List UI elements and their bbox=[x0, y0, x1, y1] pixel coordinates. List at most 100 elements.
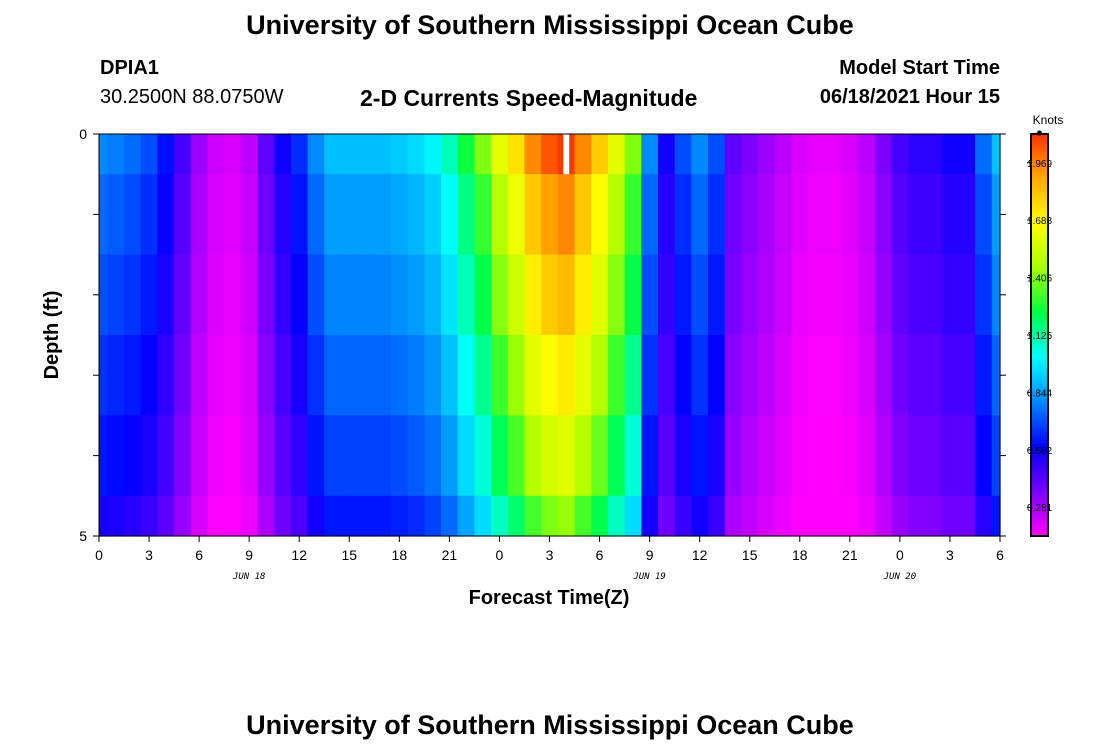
heatmap-cells bbox=[99, 134, 1001, 537]
heatmap-cell bbox=[140, 415, 158, 497]
colorbar-tick-label: 0.562 bbox=[1027, 446, 1052, 457]
heatmap-cell bbox=[974, 335, 993, 416]
heatmap-cell bbox=[174, 335, 192, 416]
heatmap-cell bbox=[274, 415, 292, 497]
heatmap-cell bbox=[390, 254, 409, 336]
heatmap-cell bbox=[591, 134, 609, 175]
heatmap-cell bbox=[991, 495, 1001, 537]
heatmap-cell bbox=[974, 174, 993, 256]
heatmap-cell bbox=[190, 254, 209, 336]
heatmap-cell bbox=[457, 335, 476, 416]
heatmap-cell bbox=[824, 254, 843, 336]
heatmap-cell bbox=[741, 134, 759, 175]
heatmap-cell bbox=[290, 335, 309, 416]
heatmap-cell bbox=[99, 335, 108, 416]
heatmap-cell bbox=[257, 335, 275, 416]
x-tick-label: 6 bbox=[996, 547, 1004, 563]
heatmap-cell bbox=[324, 174, 342, 256]
heatmap-cell bbox=[774, 174, 793, 256]
heatmap-cell bbox=[774, 134, 793, 175]
chart-axes: 0 3 6 9 12 15 18 21 0 3 6 9 12 15 18 21 0 3 6 JUN 18 JUN 19 J… bbox=[79, 126, 1006, 582]
heatmap-cell bbox=[374, 174, 392, 256]
heatmap-cell bbox=[824, 134, 843, 175]
heatmap-cell bbox=[374, 495, 392, 537]
heatmap-cell bbox=[674, 134, 692, 175]
heatmap-cell bbox=[758, 254, 776, 336]
heatmap-cell bbox=[991, 335, 1001, 416]
heatmap-cell bbox=[407, 335, 425, 416]
heatmap-cell bbox=[124, 415, 142, 497]
heatmap-cell bbox=[524, 495, 542, 537]
heatmap-cell bbox=[958, 174, 976, 256]
heatmap-cell bbox=[624, 335, 642, 416]
heatmap-cell bbox=[357, 174, 375, 256]
heatmap-cell bbox=[841, 254, 859, 336]
heatmap-cell bbox=[958, 335, 976, 416]
heatmap-cell bbox=[758, 335, 776, 416]
x-tick-label: 15 bbox=[341, 547, 357, 563]
heatmap-cell bbox=[491, 134, 509, 175]
x-tick-label: 6 bbox=[596, 547, 604, 563]
heatmap-cell bbox=[507, 495, 526, 537]
heatmap-cell bbox=[174, 134, 192, 175]
heatmap-cell bbox=[758, 134, 776, 175]
page-title-bottom: University of Southern Mississippi Ocean… bbox=[246, 710, 854, 740]
x-tick-label: 3 bbox=[145, 547, 153, 563]
heatmap-cell bbox=[908, 495, 926, 537]
heatmap-cell bbox=[224, 254, 242, 336]
heatmap-cell bbox=[407, 174, 425, 256]
heatmap-cell bbox=[941, 174, 959, 256]
heatmap-cell bbox=[724, 254, 742, 336]
heatmap-cell bbox=[641, 254, 659, 336]
heatmap-cell bbox=[607, 335, 626, 416]
heatmap-cell bbox=[557, 415, 576, 497]
heatmap-cell bbox=[741, 415, 759, 497]
x-tick-label: 0 bbox=[95, 547, 103, 563]
x-tick-label: 9 bbox=[245, 547, 253, 563]
heatmap-cell bbox=[340, 254, 359, 336]
heatmap-cell bbox=[841, 335, 859, 416]
heatmap-cell bbox=[190, 174, 209, 256]
heatmap-cell bbox=[808, 415, 826, 497]
heatmap-cell bbox=[924, 415, 943, 497]
heatmap-cell bbox=[657, 134, 676, 175]
heatmap-cell bbox=[324, 335, 342, 416]
heatmap-cell bbox=[374, 254, 392, 336]
heatmap-cell bbox=[107, 415, 125, 497]
heatmap-cell bbox=[99, 495, 108, 537]
heatmap-cell bbox=[274, 134, 292, 175]
heatmap-cell bbox=[207, 254, 225, 336]
heatmap-cell bbox=[224, 495, 242, 537]
heatmap-cell bbox=[407, 254, 425, 336]
heatmap-cell bbox=[324, 495, 342, 537]
heatmap-cell bbox=[157, 495, 175, 537]
heatmap-cell bbox=[724, 495, 742, 537]
heatmap-cell bbox=[724, 174, 742, 256]
heatmap-cell bbox=[524, 254, 542, 336]
heatmap-cell bbox=[691, 134, 709, 175]
heatmap-cell bbox=[524, 415, 542, 497]
heatmap-cell bbox=[324, 415, 342, 497]
heatmap-cell bbox=[474, 415, 492, 497]
heatmap-cell bbox=[941, 134, 959, 175]
heatmap-cell bbox=[891, 415, 909, 497]
heatmap-cell bbox=[390, 415, 409, 497]
heatmap-cell bbox=[674, 415, 692, 497]
heatmap-cell bbox=[874, 174, 893, 256]
heatmap-cell bbox=[441, 495, 459, 537]
heatmap-cell bbox=[624, 134, 642, 175]
heatmap-cell bbox=[924, 134, 943, 175]
heatmap-cell bbox=[390, 174, 409, 256]
heatmap-cell bbox=[541, 495, 559, 537]
heatmap-cell bbox=[307, 495, 325, 537]
heatmap-cell bbox=[708, 134, 726, 175]
heatmap-cell bbox=[207, 335, 225, 416]
heatmap-cell bbox=[974, 495, 993, 537]
heatmap-cell bbox=[390, 495, 409, 537]
x-tick-label: 12 bbox=[692, 547, 708, 563]
heatmap-cell bbox=[958, 495, 976, 537]
heatmap-cell bbox=[824, 174, 843, 256]
heatmap-cell bbox=[390, 335, 409, 416]
heatmap-cell bbox=[741, 335, 759, 416]
heatmap-cell bbox=[99, 254, 108, 336]
